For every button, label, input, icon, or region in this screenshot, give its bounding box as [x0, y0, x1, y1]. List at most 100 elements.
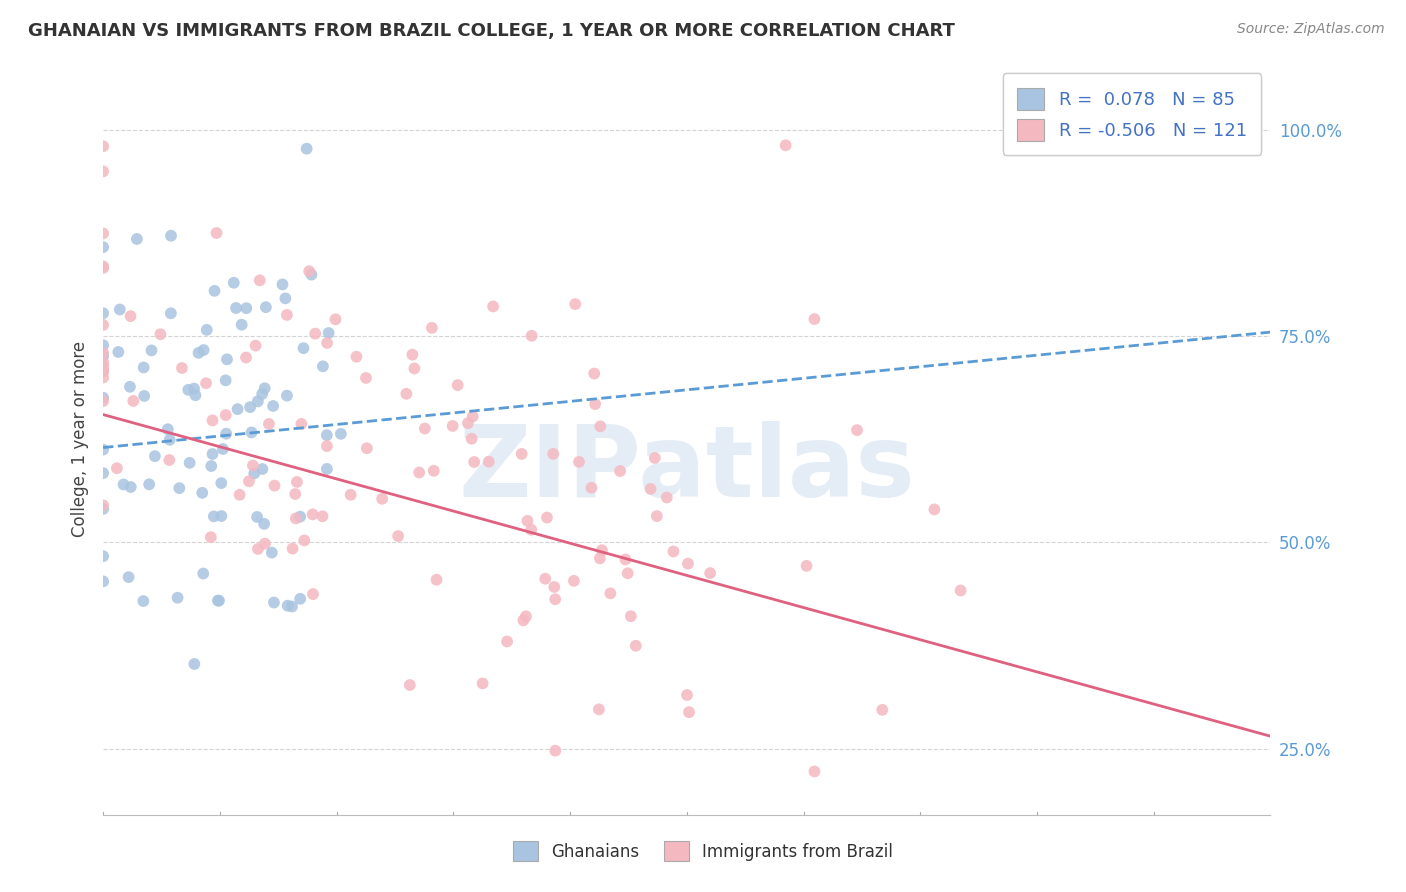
Point	[284, 487, 307, 501]
Point	[290, 417, 312, 431]
Point	[329, 426, 352, 441]
Point	[91, 318, 114, 332]
Point	[105, 461, 128, 475]
Point	[91, 502, 114, 516]
Point	[91, 164, 114, 178]
Point	[588, 702, 610, 716]
Point	[169, 481, 191, 495]
Point	[252, 462, 274, 476]
Point	[796, 558, 818, 573]
Point	[125, 232, 148, 246]
Point	[447, 378, 470, 392]
Legend: Ghanaians, Immigrants from Brazil: Ghanaians, Immigrants from Brazil	[499, 828, 907, 875]
Point	[91, 346, 114, 360]
Point	[423, 464, 446, 478]
Point	[583, 367, 606, 381]
Point	[295, 142, 318, 156]
Point	[138, 477, 160, 491]
Point	[91, 574, 114, 589]
Point	[222, 276, 245, 290]
Point	[246, 541, 269, 556]
Point	[91, 549, 114, 564]
Point	[399, 678, 422, 692]
Point	[183, 382, 205, 396]
Point	[250, 387, 273, 401]
Point	[132, 594, 155, 608]
Point	[215, 426, 238, 441]
Point	[520, 523, 543, 537]
Point	[91, 355, 114, 369]
Point	[301, 508, 323, 522]
Point	[257, 417, 280, 431]
Point	[91, 370, 114, 384]
Point	[239, 400, 262, 414]
Point	[91, 139, 114, 153]
Point	[184, 388, 207, 402]
Point	[292, 533, 315, 548]
Point	[536, 510, 558, 524]
Point	[193, 343, 215, 357]
Text: Source: ZipAtlas.com: Source: ZipAtlas.com	[1237, 22, 1385, 37]
Point	[91, 362, 114, 376]
Point	[471, 676, 494, 690]
Point	[420, 321, 443, 335]
Text: GHANAIAN VS IMMIGRANTS FROM BRAZIL COLLEGE, 1 YEAR OR MORE CORRELATION CHART: GHANAIAN VS IMMIGRANTS FROM BRAZIL COLLE…	[28, 22, 955, 40]
Point	[644, 450, 666, 465]
Point	[263, 595, 285, 609]
Point	[302, 587, 325, 601]
Point	[214, 373, 236, 387]
Point	[616, 566, 638, 581]
Point	[170, 361, 193, 376]
Point	[986, 824, 1008, 838]
Point	[292, 341, 315, 355]
Point	[91, 306, 114, 320]
Point	[339, 488, 361, 502]
Legend: R =  0.078   N = 85, R = -0.506   N = 121: R = 0.078 N = 85, R = -0.506 N = 121	[1002, 73, 1261, 155]
Point	[620, 609, 643, 624]
Point	[655, 491, 678, 505]
Point	[276, 389, 298, 403]
Point	[91, 260, 114, 274]
Point	[143, 449, 166, 463]
Point	[107, 345, 129, 359]
Point	[160, 228, 183, 243]
Point	[205, 226, 228, 240]
Point	[277, 599, 299, 613]
Point	[195, 376, 218, 391]
Point	[204, 284, 226, 298]
Point	[215, 408, 238, 422]
Point	[281, 541, 304, 556]
Point	[200, 458, 222, 473]
Point	[290, 591, 312, 606]
Point	[311, 509, 333, 524]
Point	[589, 419, 612, 434]
Point	[301, 268, 323, 282]
Point	[242, 458, 264, 473]
Point	[544, 744, 567, 758]
Text: ZIPatlas: ZIPatlas	[458, 421, 915, 518]
Point	[118, 380, 141, 394]
Point	[200, 530, 222, 544]
Point	[253, 537, 276, 551]
Point	[159, 433, 181, 447]
Point	[846, 423, 869, 437]
Point	[284, 511, 307, 525]
Point	[245, 338, 267, 352]
Point	[209, 476, 232, 491]
Point	[201, 447, 224, 461]
Point	[262, 399, 284, 413]
Point	[212, 442, 235, 456]
Point	[253, 381, 276, 395]
Point	[949, 583, 972, 598]
Point	[209, 509, 232, 524]
Point	[246, 394, 269, 409]
Point	[645, 509, 668, 524]
Point	[520, 328, 543, 343]
Point	[298, 264, 321, 278]
Point	[803, 764, 825, 779]
Point	[91, 442, 114, 457]
Point	[425, 573, 447, 587]
Y-axis label: College, 1 year or more: College, 1 year or more	[72, 342, 89, 537]
Point	[120, 480, 142, 494]
Point	[141, 343, 163, 358]
